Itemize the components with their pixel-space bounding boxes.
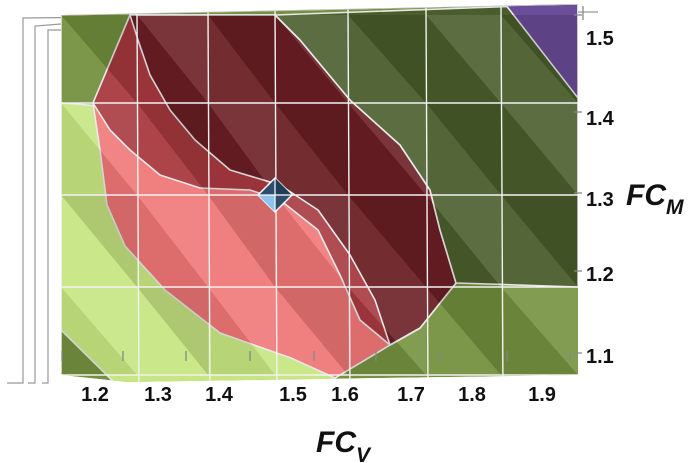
facet-shade — [61, 287, 137, 375]
facet-shade — [501, 103, 578, 195]
x-tick-label: 1.4 — [205, 384, 234, 406]
facet-shade — [426, 15, 501, 103]
facet-shade — [208, 195, 275, 287]
grid-line-vertical — [577, 4, 578, 382]
facet-shade — [137, 195, 208, 287]
x-axis-title: FCV — [316, 426, 372, 463]
facet-shade — [426, 15, 501, 103]
x-tick-label: 1.7 — [397, 384, 425, 406]
grid-line-vertical — [500, 5, 504, 382]
facet-shade — [61, 195, 137, 287]
facet-shade — [208, 15, 275, 103]
facet-shade — [137, 103, 208, 195]
facet-shade — [348, 195, 426, 287]
marker-diamond-facet — [275, 178, 292, 195]
facet-shade — [275, 195, 348, 287]
band-purple — [504, 4, 578, 99]
y-tick-label: 1.1 — [586, 346, 614, 368]
marker-layer — [256, 176, 294, 214]
facet-shade — [61, 103, 137, 195]
facet-shade — [426, 287, 501, 375]
facet-shade — [61, 15, 137, 103]
facet-shade — [501, 287, 578, 375]
y-tick-label: 1.4 — [586, 108, 615, 130]
frame-line — [42, 29, 61, 384]
facet-shade — [208, 15, 275, 103]
facet-shade — [61, 15, 137, 103]
x-tick-label: 1.8 — [458, 384, 486, 406]
facet-shade — [208, 103, 275, 195]
x-axis-title-main: FC — [316, 426, 357, 459]
facet-shade — [275, 103, 348, 195]
y-axis-ticks: 1.1 1.2 1.3 1.4 1.5 — [574, 6, 615, 368]
facet-shade — [208, 195, 275, 287]
facet-shade — [275, 103, 348, 195]
facet-shade — [275, 15, 348, 103]
facet-shade — [348, 103, 426, 195]
x-axis-ticks: 1.2 1.3 1.4 1.5 1.6 1.7 1.8 1.9 — [61, 351, 571, 406]
facet-shade — [426, 287, 501, 375]
facet-shade — [275, 287, 348, 375]
facet-shade — [137, 15, 208, 103]
facet-shade — [208, 287, 275, 375]
grid-line-vertical — [136, 13, 140, 382]
frame-line — [28, 23, 62, 384]
facet-shade — [426, 195, 501, 287]
facet-shade — [61, 103, 137, 195]
plot-top-edge — [61, 4, 578, 16]
x-tick-label: 1.6 — [331, 384, 359, 406]
facet-shade — [501, 195, 578, 287]
facet-shade — [348, 15, 426, 103]
y-tick-label: 1.2 — [586, 264, 614, 286]
facet-shade — [501, 15, 578, 103]
facet-shade — [137, 287, 208, 375]
y-tick-label: 1.5 — [586, 28, 614, 50]
grid-line-vertical — [425, 7, 429, 382]
y-axis-title: FCM — [626, 179, 684, 219]
facet-shade — [348, 15, 426, 103]
facet-shade — [501, 195, 578, 287]
x-tick-label: 1.3 — [144, 384, 172, 406]
facet-shade — [208, 287, 275, 375]
x-axis-title-sub: V — [356, 444, 372, 463]
grid-line-vertical — [347, 8, 351, 382]
facet-shade — [348, 103, 426, 195]
facet-shade — [137, 195, 208, 287]
facet-shade — [426, 195, 501, 287]
facet-shade — [137, 103, 208, 195]
facet-shade — [275, 15, 348, 103]
facet-shade — [501, 287, 578, 375]
facet-shade — [61, 287, 137, 375]
facet-shade — [426, 103, 501, 195]
y-axis-title-main: FC — [626, 179, 667, 212]
x-tick-label: 1.9 — [528, 384, 556, 406]
facet-shade — [426, 103, 501, 195]
facet-shade — [348, 287, 426, 375]
facet-shade — [275, 195, 348, 287]
facet-shade — [348, 195, 426, 287]
facet-shade — [208, 103, 275, 195]
y-axis-title-sub: M — [666, 196, 684, 219]
facet-shade — [501, 103, 578, 195]
marker-diamond-facet — [258, 195, 275, 212]
x-tick-label: 1.5 — [279, 384, 307, 406]
plot-surface — [61, 4, 578, 382]
facet-shade — [137, 287, 208, 375]
x-tick-label: 1.2 — [81, 384, 109, 406]
grid-line-vertical — [207, 11, 211, 382]
facet-shade — [137, 15, 208, 103]
facet-shade — [61, 195, 137, 287]
y-tick-label: 1.3 — [586, 189, 614, 211]
facet-shade — [348, 287, 426, 375]
facet-shade — [501, 15, 578, 103]
marker-diamond — [256, 176, 294, 214]
facet-shade — [275, 287, 348, 375]
